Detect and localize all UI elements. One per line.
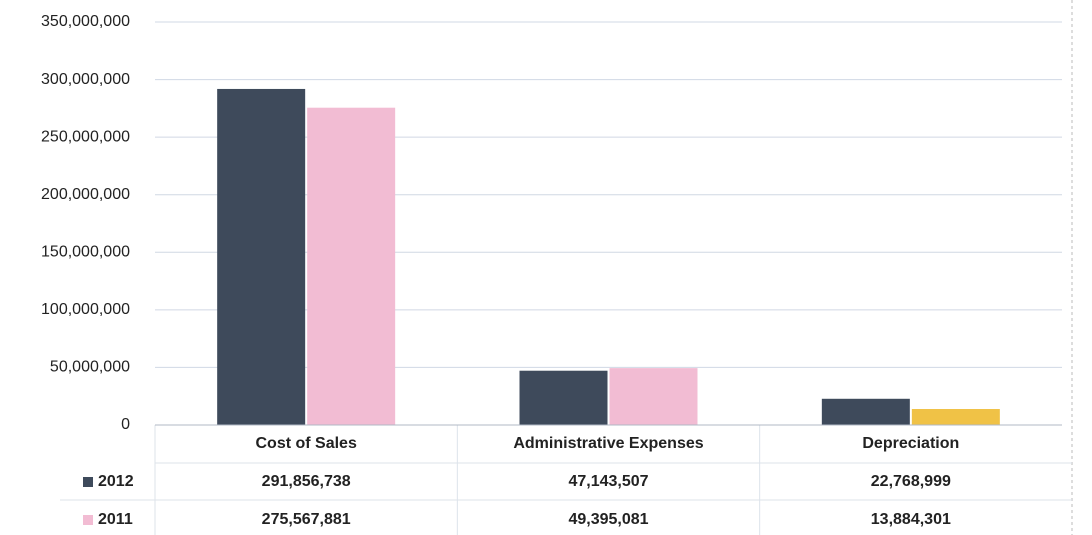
y-tick-label: 0 — [121, 416, 130, 433]
y-tick-label: 300,000,000 — [41, 71, 130, 88]
table-value: 47,143,507 — [568, 473, 648, 490]
y-tick-label: 100,000,000 — [41, 301, 130, 318]
legend-swatch — [83, 515, 93, 525]
y-tick-label: 200,000,000 — [41, 186, 130, 203]
bar — [911, 409, 1000, 425]
table-value: 49,395,081 — [568, 511, 648, 528]
table-value: 291,856,738 — [262, 473, 351, 490]
y-tick-label: 50,000,000 — [50, 359, 130, 376]
table-value: 22,768,999 — [871, 473, 951, 490]
legend-label: 2012 — [98, 473, 134, 490]
legend-label: 2011 — [98, 511, 133, 528]
table-value: 13,884,301 — [871, 511, 951, 528]
bar — [821, 398, 910, 425]
x-tick-label: Administrative Expenses — [513, 435, 703, 452]
y-tick-label: 250,000,000 — [41, 128, 130, 145]
bar — [307, 107, 396, 425]
y-tick-label: 350,000,000 — [41, 13, 130, 30]
x-tick-label: Cost of Sales — [255, 435, 356, 452]
bar — [217, 88, 306, 425]
x-tick-label: Depreciation — [862, 435, 959, 452]
table-value: 275,567,881 — [262, 511, 351, 528]
legend-swatch — [83, 477, 93, 487]
bar — [519, 370, 608, 425]
y-tick-label: 150,000,000 — [41, 244, 130, 261]
bar — [609, 368, 698, 425]
